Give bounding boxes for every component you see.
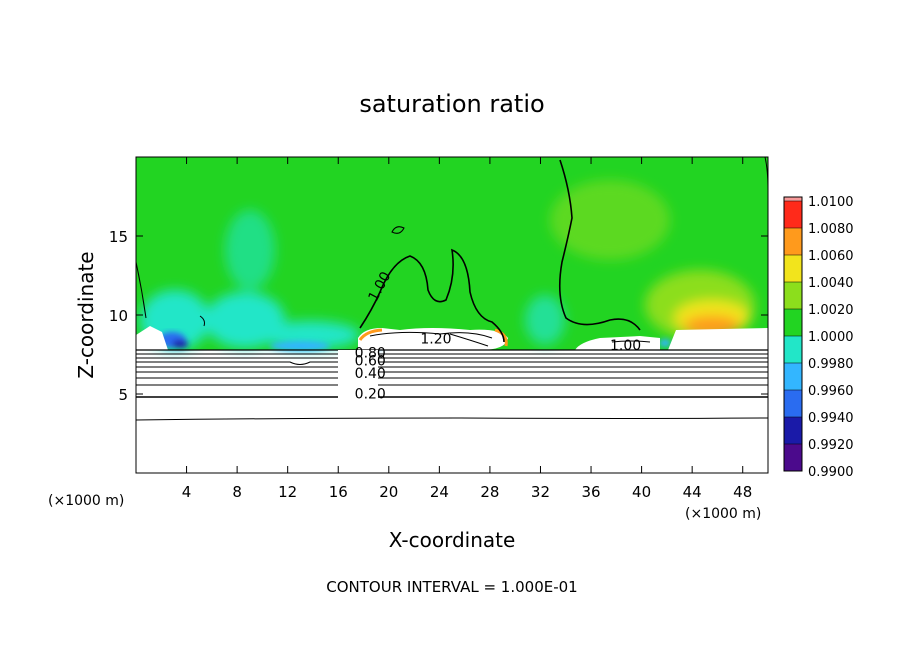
colorbar-cell — [784, 336, 802, 363]
contour-label: 0.40 — [355, 366, 386, 382]
x-tick-label: 16 — [329, 483, 348, 501]
field-anomalies — [140, 180, 755, 350]
contour-label-backgrounds — [338, 350, 378, 404]
x-tick-label: 12 — [278, 483, 297, 501]
y-tick-label: 15 — [109, 228, 128, 246]
colorbar-cell — [784, 228, 802, 255]
colorbar-cell — [784, 363, 802, 390]
x-tick-label: 8 — [232, 483, 242, 501]
contour-label: 0.20 — [355, 387, 386, 403]
colorbar-cell — [784, 201, 802, 228]
colorbar-label: 0.9900 — [808, 465, 854, 480]
x-tick-label: 40 — [632, 483, 651, 501]
x-tick-label: 4 — [182, 483, 192, 501]
chart-title: saturation ratio — [359, 90, 544, 118]
colorbar-label: 1.0000 — [808, 330, 854, 345]
colorbar-cell — [784, 309, 802, 336]
colorbar-label: 1.0020 — [808, 303, 854, 318]
plot-area — [136, 157, 768, 473]
contour-label: 1.00 — [610, 338, 641, 354]
colorbar-cell — [784, 417, 802, 444]
colorbar-label: 1.0060 — [808, 249, 854, 264]
colorbar-label: 1.0080 — [808, 222, 854, 237]
contour-interval-note: CONTOUR INTERVAL = 1.000E-01 — [326, 578, 577, 596]
x-tick-label: 28 — [480, 483, 499, 501]
colorbar-cell — [784, 255, 802, 282]
y-axis: 5 10 15 — [109, 228, 768, 404]
colorbar-cap — [784, 197, 802, 201]
y-tick-label: 5 — [118, 386, 128, 404]
colorbar-cell — [784, 444, 802, 471]
x-axis-title: X-coordinate — [389, 528, 516, 552]
contour-label: 0.80 — [355, 346, 386, 362]
colorbar-label: 0.9960 — [808, 384, 854, 399]
colorbar-label: 0.9980 — [808, 357, 854, 372]
colorbar-label: 0.9920 — [808, 438, 854, 453]
x-unit-label-left: (×1000 m) — [48, 493, 124, 509]
colorbar-label: 1.0100 — [808, 195, 854, 210]
x-tick-label: 20 — [379, 483, 398, 501]
x-tick-label: 48 — [733, 483, 752, 501]
contour-label: 0.60 — [355, 354, 386, 370]
x-tick-label: 24 — [430, 483, 449, 501]
x-tick-label: 32 — [531, 483, 550, 501]
colorbar-cell — [784, 282, 802, 309]
colorbar-label: 0.9940 — [808, 411, 854, 426]
contour-lines — [136, 157, 768, 421]
colorbar: 0.9900 0.9920 0.9940 0.9960 0.9980 1.0000 1.00… — [783, 195, 854, 480]
x-axis: 4 8 12 16 20 24 28 32 36 40 44 48 — [182, 157, 752, 501]
x-tick-label: 44 — [683, 483, 702, 501]
x-unit-label-right: (×1000 m) — [685, 506, 761, 522]
x-tick-label: 36 — [581, 483, 600, 501]
contour-label: 1.20 — [420, 331, 451, 347]
y-axis-title: Z-coordinate — [74, 251, 98, 378]
colorbar-label: 1.0040 — [808, 276, 854, 291]
y-tick-label: 10 — [109, 307, 128, 325]
colorbar-cell — [784, 390, 802, 417]
